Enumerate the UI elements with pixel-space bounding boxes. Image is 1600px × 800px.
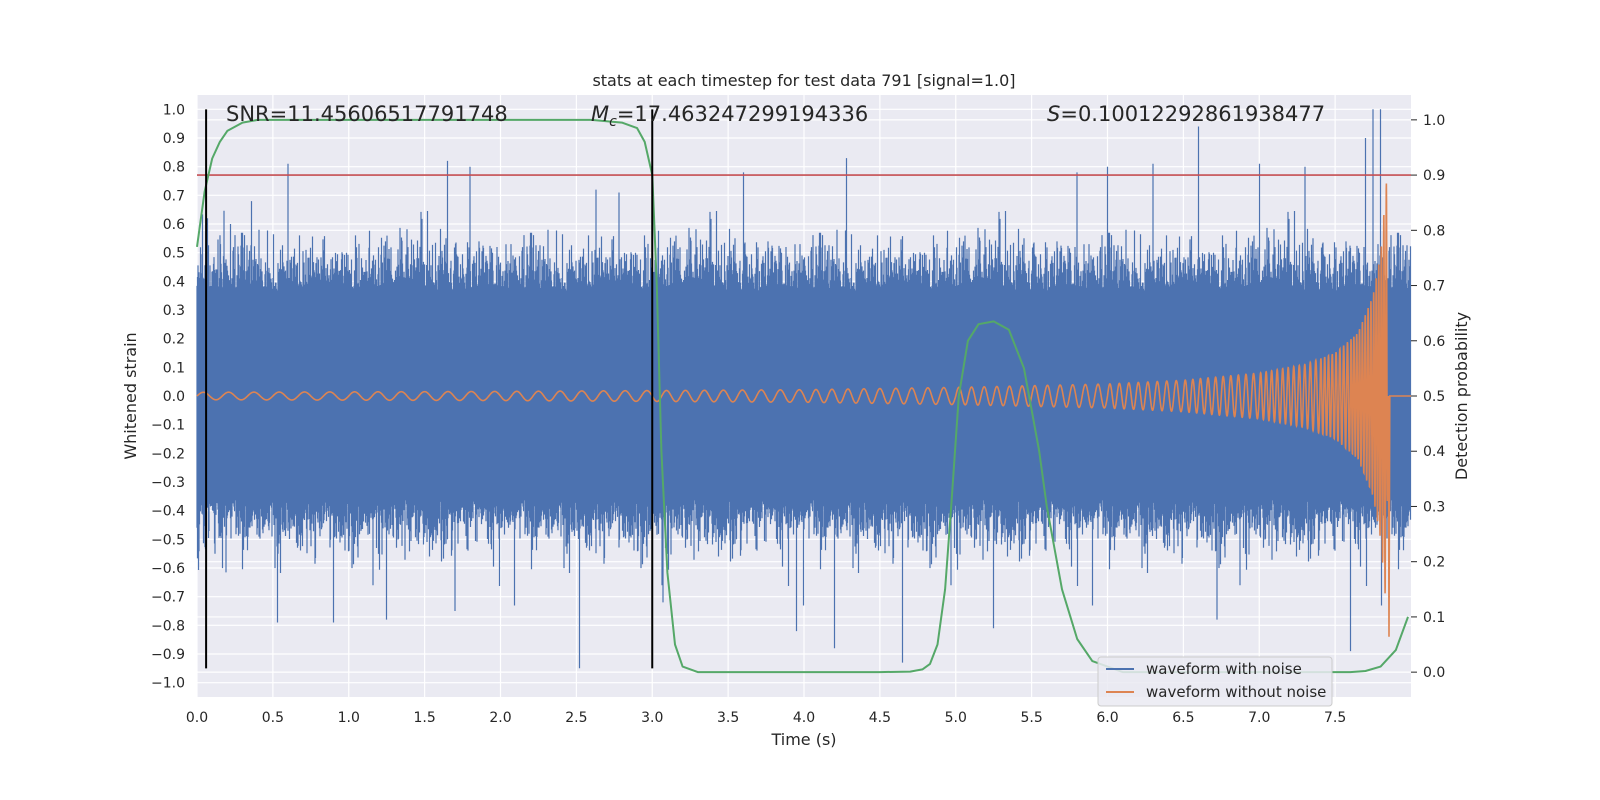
y-tick-label: 0.5 [163,246,185,262]
chirp-mass-annotation: Mc=17.463247299194336 [591,102,868,130]
chart-title: stats at each timestep for test data 791… [592,71,1015,90]
x-tick-label: 4.0 [793,710,815,726]
y2-tick-label: 0.6 [1423,334,1445,350]
y-tick-label: −0.3 [151,475,185,491]
vertical-marker-layer [205,109,654,669]
y-tick-label: 0.8 [163,160,185,176]
legend: waveform with noise waveform without noi… [1097,656,1333,707]
x-axis-label: Time (s) [770,730,836,749]
chirp-mass-value: =17.463247299194336 [617,102,868,126]
y-tick-label: 0.6 [163,217,185,233]
y-tick-label: −0.6 [151,561,185,577]
y2-tick-label: 0.9 [1423,168,1445,184]
series-waveform-without-noise [196,183,1411,637]
y-tick-label: 0.7 [163,188,185,204]
y-tick-label: 0.2 [163,332,185,348]
legend-label-clean: waveform without noise [1146,683,1326,701]
x-tick-label: 7.5 [1324,710,1346,726]
y-tick-label: −0.9 [151,647,185,663]
x-tick-label: 6.5 [1172,710,1194,726]
x-tick-label: 7.0 [1248,710,1270,726]
clean-series-layer [196,183,1411,637]
y-tick-label: −0.1 [151,418,185,434]
s-value: =0.10012292861938477 [1060,102,1325,126]
y-tick-label: −0.2 [151,446,185,462]
y-tick-label: 0.9 [163,131,185,147]
chirp-mass-symbol: M [591,102,609,126]
y-tick-label: 0.1 [163,360,185,376]
x-tick-label: 0.0 [186,710,208,726]
y-tick-label: −0.7 [151,590,185,606]
x-tick-label: 6.0 [1096,710,1118,726]
legend-label-noise: waveform with noise [1146,660,1302,678]
x-tick-label: 1.5 [413,710,435,726]
y2-tick-label: 1.0 [1423,113,1445,129]
y2-tick-label: 0.4 [1423,444,1445,460]
y-tick-label: 0.3 [163,303,185,319]
x-tick-label: 5.5 [1020,710,1042,726]
y2-tick-label: 0.7 [1423,279,1445,295]
y-tick-label: 1.0 [163,102,185,118]
tick-labels: 0.0 0.5 1.0 1.5 2.0 2.5 3.0 3.5 4.0 4.5 5.0 5.5 6.0 6… [151,102,1445,726]
s-annotation: S=0.10012292861938477 [1047,102,1325,126]
y2-tick-label: 0.5 [1423,389,1445,405]
y-axis-label: Whitened strain [121,332,140,459]
x-tick-label: 5.0 [945,710,967,726]
y-tick-label: −0.5 [151,532,185,548]
y2-tick-label: 0.2 [1423,555,1445,571]
snr-annotation: SNR=11.45606517791748 [226,102,508,126]
x-tick-label: 2.0 [489,710,511,726]
chirp-mass-subscript: c [609,114,617,130]
y2-tick-label: 0.8 [1423,223,1445,239]
x-tick-label: 1.0 [338,710,360,726]
y2-axis-label: Detection probability [1452,312,1471,480]
y-tick-label: 0.0 [163,389,185,405]
y-tick-label: 0.4 [163,274,185,290]
y2-tick-label: 0.1 [1423,610,1445,626]
y2-tick-label: 0.0 [1423,665,1445,681]
s-symbol: S [1047,102,1060,126]
y-tick-label: −0.8 [151,618,185,634]
x-tick-label: 4.5 [869,710,891,726]
y-tick-label: −0.4 [151,504,185,520]
x-tick-label: 3.0 [641,710,663,726]
legend-box [1097,656,1333,707]
x-tick-label: 0.5 [262,710,284,726]
x-tick-label: 3.5 [717,710,739,726]
x-tick-label: 2.5 [565,710,587,726]
y2-tick-label: 0.3 [1423,499,1445,515]
y-tick-label: −1.0 [151,676,185,692]
